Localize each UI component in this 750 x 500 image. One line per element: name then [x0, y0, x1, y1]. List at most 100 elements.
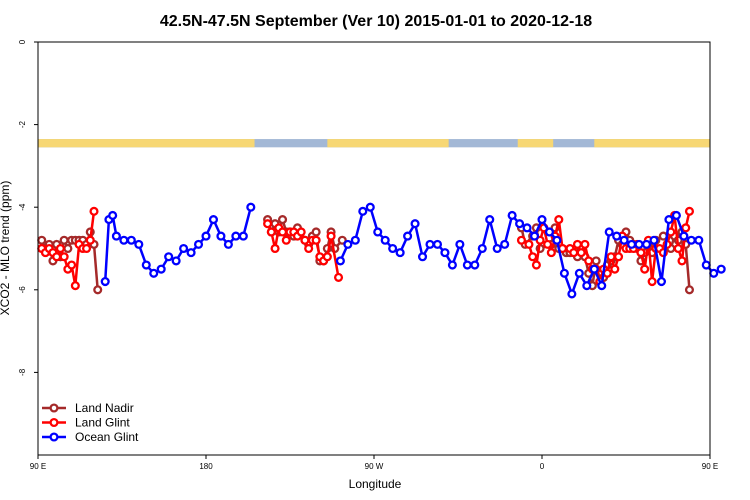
data-point	[485, 215, 495, 225]
data-point	[529, 231, 540, 241]
data-point	[681, 223, 691, 233]
data-point	[333, 272, 344, 282]
data-point	[619, 235, 629, 245]
x-tick-label: 90 E	[30, 462, 46, 471]
data-point	[141, 260, 151, 270]
y-tick-label: -6	[18, 286, 27, 294]
legend-item: Ocean Glint	[42, 430, 139, 444]
data-point	[589, 264, 599, 274]
data-point	[266, 227, 276, 237]
series-land-nadir	[37, 215, 695, 295]
data-point	[246, 202, 256, 212]
data-point	[641, 239, 652, 249]
data-point	[304, 243, 314, 254]
data-point	[425, 239, 435, 249]
data-point	[373, 227, 383, 237]
data-point	[477, 243, 487, 254]
data-point	[522, 223, 532, 233]
data-point	[716, 264, 726, 274]
data-point	[281, 235, 291, 245]
data-point	[500, 239, 510, 249]
data-point	[223, 239, 233, 249]
data-point	[395, 248, 405, 258]
data-point	[326, 231, 336, 241]
data-point	[679, 231, 689, 241]
data-point	[515, 219, 525, 229]
data-point	[55, 243, 65, 254]
data-point	[311, 227, 321, 237]
data-point	[343, 239, 353, 249]
data-point	[134, 239, 144, 249]
data-point	[380, 235, 390, 245]
data-point	[569, 248, 579, 258]
data-point	[524, 239, 534, 249]
data-point	[111, 231, 121, 241]
y-axis-title: XCO2 - MLO trend (ppm)	[0, 181, 12, 316]
legend-label: Ocean Glint	[75, 430, 139, 444]
data-point	[613, 252, 624, 262]
data-point	[634, 239, 644, 249]
data-point	[52, 252, 62, 262]
x-tick-label: 180	[199, 462, 213, 471]
data-point	[656, 276, 667, 287]
data-point	[516, 235, 527, 245]
data-point	[574, 268, 584, 278]
data-point	[627, 239, 637, 249]
data-point	[337, 235, 347, 245]
data-point	[584, 256, 594, 266]
data-point	[552, 235, 562, 245]
data-point	[81, 243, 92, 254]
data-point	[403, 231, 413, 241]
data-point	[149, 268, 159, 278]
data-point	[119, 235, 129, 245]
land-band-segment	[517, 139, 554, 148]
data-point	[709, 268, 719, 278]
data-point	[263, 219, 273, 229]
data-point	[93, 285, 103, 295]
data-point	[673, 243, 683, 254]
data-point	[684, 206, 695, 216]
data-point	[365, 202, 375, 212]
data-point	[671, 210, 681, 221]
x-axis-title: Longitude	[349, 477, 402, 491]
data-point	[649, 235, 659, 245]
data-point	[640, 264, 650, 274]
data-point	[179, 243, 189, 254]
data-point	[193, 239, 204, 249]
data-point	[647, 276, 657, 287]
data-point	[580, 239, 590, 249]
series-layer	[37, 202, 726, 299]
data-point	[694, 235, 704, 245]
y-axis: 0 -2 -4 -6 -8	[18, 39, 38, 376]
data-point	[543, 239, 553, 249]
data-point	[582, 281, 592, 291]
data-point	[544, 227, 555, 237]
data-point	[492, 243, 502, 254]
land-band-segment	[38, 139, 255, 148]
land-band-segment	[327, 139, 449, 148]
data-point	[201, 231, 211, 241]
data-point	[686, 235, 696, 245]
data-point	[108, 210, 118, 221]
data-point	[70, 281, 80, 291]
data-point	[546, 248, 556, 258]
data-point	[528, 252, 538, 262]
data-point	[85, 235, 95, 245]
data-point	[388, 243, 398, 254]
data-point	[59, 252, 69, 262]
data-point	[171, 256, 181, 266]
data-point	[554, 215, 564, 225]
data-point	[591, 256, 601, 266]
data-point	[559, 268, 569, 278]
legend-marker	[49, 417, 59, 428]
data-point	[164, 252, 174, 262]
data-point	[126, 235, 136, 245]
data-point	[597, 281, 607, 291]
data-point	[507, 210, 517, 221]
data-point	[231, 231, 241, 241]
data-point	[576, 248, 586, 258]
data-point	[270, 243, 280, 254]
data-point	[277, 227, 288, 237]
data-point	[606, 252, 616, 262]
